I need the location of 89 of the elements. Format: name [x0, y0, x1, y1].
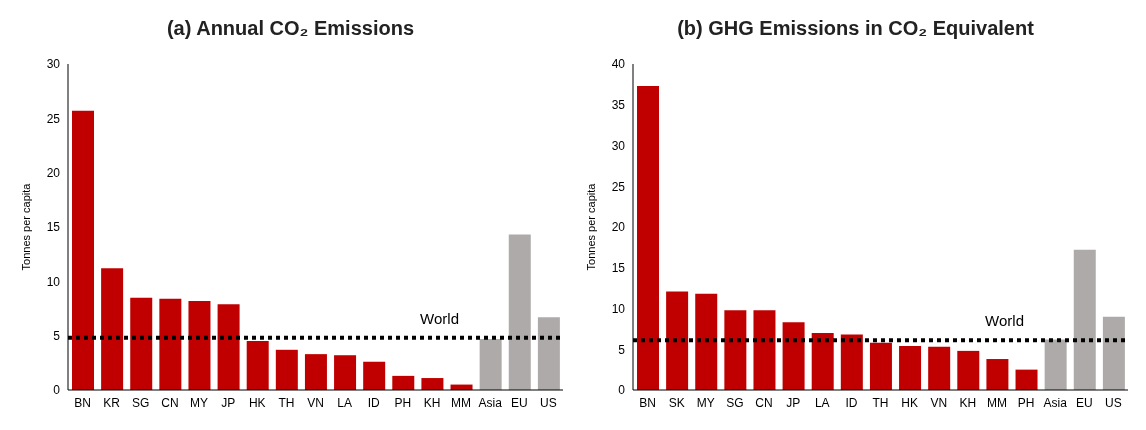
ref-line-label: World — [420, 309, 459, 327]
x-tick-label: Asia — [478, 395, 503, 410]
bar — [753, 310, 776, 390]
x-tick-label: TH — [872, 395, 889, 410]
bar — [1044, 339, 1067, 390]
y-tick-label: 5 — [618, 342, 626, 357]
bar — [72, 110, 94, 390]
bar — [217, 304, 240, 390]
x-tick-label: LA — [814, 395, 830, 410]
x-tick-label: ID — [367, 395, 381, 410]
y-tick-label: 10 — [611, 301, 626, 316]
x-tick-label: EU — [510, 395, 528, 410]
x-tick-label: PH — [394, 395, 412, 410]
x-tick-label: BN — [74, 395, 91, 410]
x-tick-label: ID — [845, 395, 858, 410]
bar — [101, 268, 124, 390]
y-tick-label: 20 — [46, 165, 61, 180]
x-tick-label: MM — [986, 395, 1007, 410]
y-tick-label: 40 — [611, 57, 626, 72]
x-tick-label: BN — [639, 395, 656, 410]
ref-line-label: World — [985, 312, 1024, 330]
y-tick-label: 15 — [46, 220, 61, 235]
x-tick-label: CN — [161, 395, 179, 410]
x-tick-label: MM — [451, 395, 472, 410]
x-tick-label: KR — [103, 395, 121, 410]
bar — [1073, 249, 1096, 390]
bar — [899, 345, 922, 390]
bar — [188, 300, 211, 390]
y-tick-label: 25 — [46, 111, 61, 126]
bar — [1015, 369, 1038, 390]
bar — [275, 349, 298, 390]
bar — [246, 341, 269, 390]
bar — [782, 322, 805, 390]
bar — [537, 317, 560, 390]
chart-title: (a) Annual CO₂ Emissions — [165, 16, 416, 41]
x-tick-label: MY — [696, 395, 715, 410]
y-tick-label: 5 — [53, 328, 61, 343]
bar — [508, 234, 531, 390]
x-tick-label: US — [540, 395, 557, 410]
x-tick-label: KH — [959, 395, 977, 410]
x-tick-label: SG — [132, 395, 150, 410]
bar — [666, 291, 689, 390]
bar — [304, 354, 327, 390]
y-axis-title: Tonnes per capita — [19, 182, 32, 271]
x-tick-label: JP — [221, 395, 236, 410]
bar — [363, 361, 386, 390]
y-tick-label: 15 — [611, 261, 626, 276]
bar — [334, 355, 357, 390]
x-tick-label: SK — [668, 395, 685, 410]
bar — [986, 359, 1009, 390]
bar — [392, 375, 415, 390]
chart-title: (b) GHG Emissions in CO₂ Equivalent — [676, 16, 1035, 41]
bar — [928, 346, 951, 390]
bar — [159, 298, 182, 390]
bar — [1102, 316, 1125, 390]
bar — [840, 334, 863, 390]
x-tick-label: Asia — [1043, 395, 1068, 410]
bar — [811, 332, 834, 390]
x-tick-label: JP — [786, 395, 801, 410]
x-tick-label: CN — [755, 395, 773, 410]
x-tick-label: VN — [930, 395, 948, 410]
bar — [421, 378, 444, 390]
bar — [869, 342, 892, 390]
bar — [957, 350, 980, 390]
bar — [479, 338, 502, 390]
x-tick-label: MY — [190, 395, 209, 410]
y-tick-label: 35 — [611, 98, 626, 113]
y-tick-label: 30 — [611, 138, 626, 153]
y-tick-label: 0 — [618, 383, 626, 398]
x-tick-label: LA — [337, 395, 352, 410]
y-tick-label: 30 — [46, 57, 61, 72]
y-tick-label: 25 — [611, 179, 626, 194]
x-tick-label: HK — [901, 395, 918, 410]
bar — [637, 86, 659, 390]
x-tick-label: HK — [248, 395, 266, 410]
y-tick-label: 10 — [46, 274, 61, 289]
x-tick-label: US — [1105, 395, 1122, 410]
bar — [130, 297, 153, 390]
bar — [695, 293, 718, 390]
y-tick-label: 20 — [611, 220, 626, 235]
x-tick-label: PH — [1017, 395, 1035, 410]
y-axis-title: Tonnes per capita — [584, 182, 597, 271]
bar — [724, 310, 747, 390]
x-tick-label: VN — [307, 395, 324, 410]
x-tick-label: KH — [423, 395, 441, 410]
y-tick-label: 0 — [53, 383, 61, 398]
x-tick-label: SG — [726, 395, 744, 410]
x-tick-label: EU — [1075, 395, 1093, 410]
x-tick-label: TH — [278, 395, 295, 410]
